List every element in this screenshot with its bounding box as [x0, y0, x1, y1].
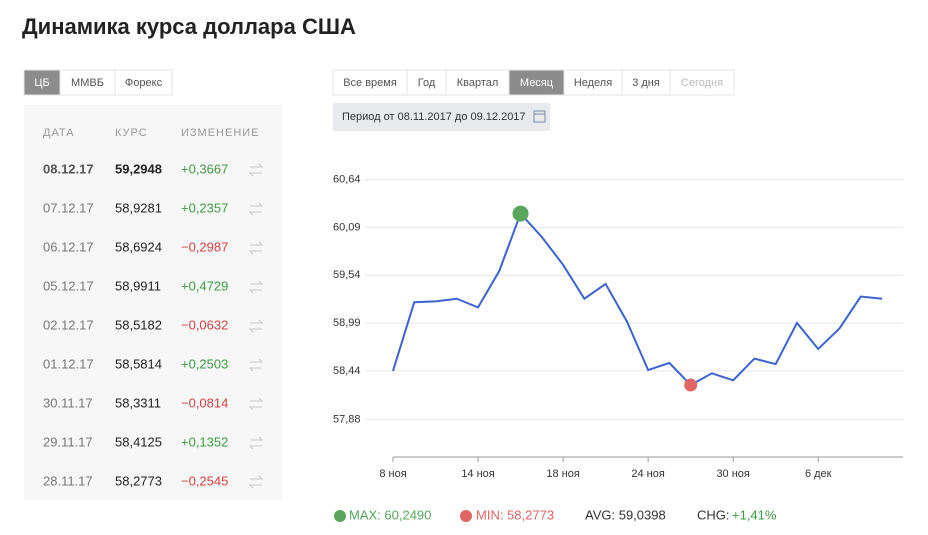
page-title: Динамика курса доллара США: [22, 14, 356, 39]
tab[interactable]: [508, 69, 565, 96]
swap-icon: [248, 319, 264, 333]
swap-icon: [248, 163, 264, 177]
x-tick-label: 18 ноя: [546, 468, 579, 480]
tab-label[interactable]: ЦБ: [34, 77, 49, 89]
date-cell: 30.11.17: [43, 395, 93, 410]
tab-label[interactable]: Все время: [343, 77, 397, 89]
date-cell: 08.12.17: [43, 161, 94, 176]
tab-label[interactable]: Квартал: [457, 77, 499, 89]
change-cell: −0,2545: [181, 473, 228, 488]
change-cell: +0,3667: [181, 161, 228, 176]
change-cell: +0,2357: [181, 200, 228, 215]
tab-label[interactable]: ММВБ: [71, 77, 104, 89]
min-point: [684, 378, 698, 392]
column-header: КУРС: [115, 127, 148, 139]
y-tick-label: 58,44: [333, 365, 361, 377]
date-cell: 02.12.17: [43, 317, 94, 332]
swap-icon: [248, 241, 264, 255]
period-box: [333, 103, 550, 131]
table-panel: [24, 105, 282, 500]
x-tick-label: 8 ноя: [379, 468, 406, 480]
y-tick-label: 58,99: [333, 317, 361, 329]
max-point: [512, 205, 529, 222]
rate-cell: 58,5182: [115, 317, 162, 332]
y-tick-label: 59,54: [333, 269, 361, 281]
x-tick-label: 6 дек: [805, 468, 832, 480]
tab[interactable]: [59, 69, 116, 96]
rate-cell: 58,4125: [115, 434, 162, 449]
date-cell: 05.12.17: [43, 278, 94, 293]
line: [392, 211, 883, 387]
swap-icon: [248, 358, 264, 372]
change-cell: +0,2503: [181, 356, 228, 371]
rate-cell: 58,9281: [115, 200, 162, 215]
tab-label[interactable]: Сегодня: [681, 77, 723, 89]
y-tick-label: 57,88: [333, 414, 361, 426]
change-cell: +0,1352: [181, 434, 228, 449]
rate-cell: 59,2948: [115, 161, 162, 176]
y-tick-label: 60,09: [333, 221, 361, 233]
stat-max: MAX: 60,2490: [349, 507, 431, 522]
tab[interactable]: [23, 69, 61, 96]
swap-icon: [248, 202, 264, 216]
change-cell: −0,0632: [181, 317, 228, 332]
tab[interactable]: [669, 69, 735, 96]
swap-icon: [248, 436, 264, 450]
min-dot: [460, 510, 472, 522]
x-tick-label: 14 ноя: [461, 468, 494, 480]
swap-icon: [248, 475, 264, 489]
date-cell: 28.11.17: [43, 473, 93, 488]
stat-chg-label: CHG:: [697, 507, 730, 522]
tab[interactable]: [445, 69, 510, 96]
change-cell: −0,2987: [181, 239, 228, 254]
stat-avg: AVG: 59,0398: [585, 507, 666, 522]
max-dot: [334, 510, 346, 522]
swap-icon: [248, 280, 264, 294]
rate-cell: 58,3311: [115, 395, 161, 410]
tab-label[interactable]: Форекс: [125, 77, 163, 89]
tab-label[interactable]: Месяц: [520, 77, 554, 89]
change-cell: −0,0814: [181, 395, 228, 410]
date-cell: 06.12.17: [43, 239, 94, 254]
tab-label[interactable]: Неделя: [574, 77, 612, 89]
tab[interactable]: [563, 69, 623, 96]
y-tick-label: 60,64: [333, 173, 361, 185]
period-text: Период от 08.11.2017 до 09.12.2017: [342, 111, 526, 123]
rate-cell: 58,5814: [115, 356, 162, 371]
tab-label[interactable]: Год: [418, 77, 436, 89]
x-tick-label: 24 ноя: [631, 468, 664, 480]
rate-cell: 58,6924: [115, 239, 162, 254]
date-cell: 01.12.17: [43, 356, 94, 371]
tab[interactable]: [114, 69, 173, 96]
column-header: ИЗМЕНЕНИЕ: [181, 127, 260, 139]
date-cell: 07.12.17: [43, 200, 94, 215]
rate-cell: 58,2773: [115, 473, 162, 488]
rate-cell: 58,9911: [115, 278, 161, 293]
stat-min: MIN: 58,2773: [476, 507, 554, 522]
calendar-icon: [533, 110, 546, 123]
tab[interactable]: [621, 69, 671, 96]
x-tick-label: 30 ноя: [716, 468, 749, 480]
change-cell: +0,4729: [181, 278, 228, 293]
tab-label[interactable]: 3 дня: [632, 77, 660, 89]
swap-icon: [248, 397, 264, 411]
date-cell: 29.11.17: [43, 434, 93, 449]
column-header: ДАТА: [43, 127, 75, 139]
stat-chg: +1,41%: [732, 507, 777, 522]
